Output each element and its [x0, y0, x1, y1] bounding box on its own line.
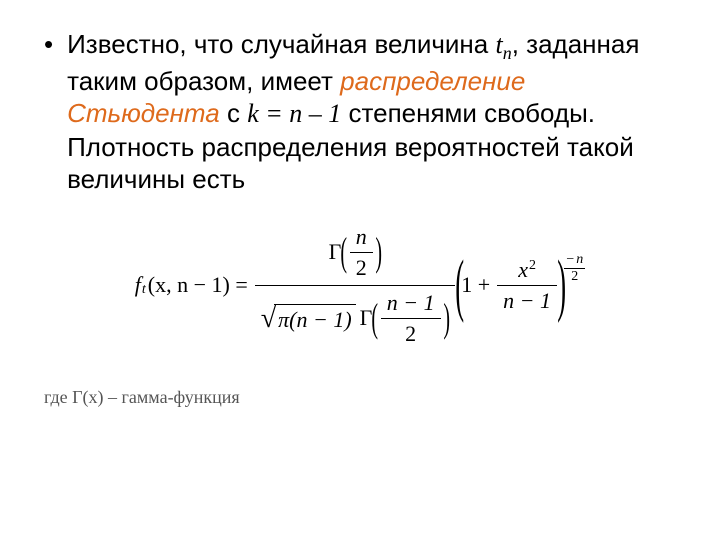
frac-num: x 2 [512, 255, 542, 285]
exp-n: n [576, 252, 583, 268]
exp-num-row: − n [564, 252, 585, 268]
main-fraction: Γ ( n 2 ) √ π(n − 1) [255, 220, 455, 351]
big-paren-close-icon: ) [557, 254, 566, 317]
numerator: Γ ( n 2 ) [323, 220, 387, 285]
x2-over-nminus1: x 2 n − 1 [497, 255, 557, 316]
bracket-term: ( 1 + x 2 n − 1 ) [458, 254, 563, 317]
n-over-2: n 2 [350, 222, 373, 283]
lhs-args: (x, n − 1) = [148, 272, 248, 298]
frac-num: n − 1 [381, 288, 441, 318]
text-segment: Известно, что случайная величина [67, 29, 495, 59]
paragraph: Известно, что случайная величина tn, зад… [67, 28, 667, 196]
pi-n-1: π(n − 1) [278, 307, 352, 333]
x-exp: 2 [529, 259, 536, 281]
paren-open-icon: ( [372, 300, 379, 336]
slide: • Известно, что случайная величина tn, з… [0, 0, 720, 540]
neg-sign: − [566, 252, 574, 268]
formula-block: f t (x, n − 1) = Γ ( n 2 ) [40, 220, 680, 351]
nminus1-over-2: n − 1 2 [381, 288, 441, 349]
exp-den: 2 [569, 269, 580, 285]
formula: f t (x, n − 1) = Γ ( n 2 ) [135, 220, 585, 351]
big-paren-open-icon: ( [455, 254, 464, 317]
x: x [518, 257, 528, 283]
var-t-sub: n [503, 43, 512, 63]
frac-den: 2 [399, 319, 422, 349]
denominator: √ π(n − 1) Γ ( n − 1 2 ) [255, 286, 455, 351]
gamma-note: где Γ(x) – гамма-функция [44, 387, 680, 408]
exp-2: 2 [529, 259, 536, 273]
note-desc: – гамма-функция [104, 387, 240, 407]
lhs-f: f [135, 272, 141, 298]
bullet-item: • Известно, что случайная величина tn, з… [40, 28, 680, 196]
lhs-sub-wrap: t [142, 273, 146, 297]
one-plus: 1 + [461, 272, 490, 298]
frac-den: 2 [350, 253, 373, 283]
frac-num: n [350, 222, 373, 252]
paren-close-icon: ) [375, 234, 382, 270]
frac-den: n − 1 [497, 286, 557, 316]
lhs-sub: t [142, 283, 146, 297]
bullet-marker: • [44, 28, 53, 61]
lhs: f t (x, n − 1) = [135, 272, 252, 298]
text-segment: с [220, 98, 247, 128]
k-equation: k = n – 1 [247, 99, 341, 128]
sqrt: √ π(n − 1) [261, 304, 356, 333]
var-t: t [495, 30, 502, 59]
paren-close-icon: ) [443, 300, 450, 336]
paren-open-icon: ( [341, 234, 348, 270]
note-where: где [44, 387, 72, 407]
note-gamma: Γ(x) [72, 387, 103, 407]
outer-exponent: − n 2 [564, 252, 585, 285]
